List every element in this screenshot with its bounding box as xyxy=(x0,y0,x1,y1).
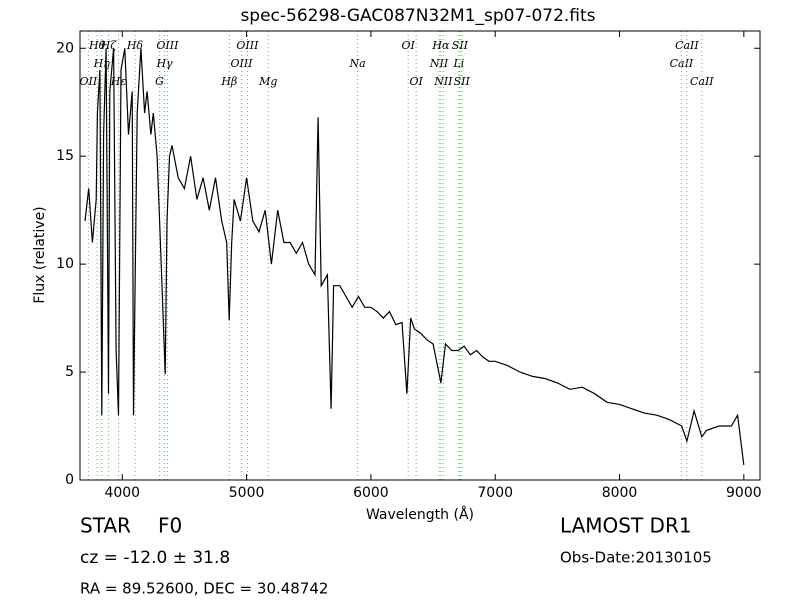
line-label: CaII xyxy=(670,57,694,70)
line-label: Hζ xyxy=(100,39,118,52)
line-label: Hδ xyxy=(126,39,144,52)
line-label: Hα xyxy=(431,39,450,52)
line-label: SII xyxy=(452,39,469,52)
class: STAR xyxy=(80,514,131,538)
chart-title: spec-56298-GAC087N32M1_sp07-072.fits xyxy=(240,6,595,26)
y-tick-label: 20 xyxy=(56,40,74,56)
x-tick-label: 6000 xyxy=(353,485,389,501)
line-label: CaII xyxy=(690,75,714,88)
y-tick-label: 0 xyxy=(65,472,74,488)
obs-date: Obs-Date:20130105 xyxy=(560,549,712,567)
line-label: OII xyxy=(79,75,97,88)
line-label: Hβ xyxy=(220,75,237,88)
line-label: Hη xyxy=(93,57,111,70)
line-label: NII xyxy=(429,57,449,70)
coordinates: RA = 89.52600, DEC = 30.48742 xyxy=(80,580,328,598)
line-label: Hγ xyxy=(155,57,173,70)
y-tick-label: 15 xyxy=(56,148,74,164)
x-tick-label: 5000 xyxy=(229,485,265,501)
plot-frame xyxy=(79,30,761,481)
redshift: cz = -12.0 ± 31.8 xyxy=(80,548,230,568)
y-axis-label: Flux (relative) xyxy=(32,206,48,303)
line-label: Li xyxy=(452,57,464,70)
line-label: NII xyxy=(433,75,453,88)
x-axis-label: Wavelength (Å) xyxy=(366,506,474,523)
x-tick-label: 9000 xyxy=(726,485,762,501)
line-label: OIII xyxy=(230,57,253,70)
line-label: OIII xyxy=(156,39,179,52)
y-tick-label: 10 xyxy=(56,256,74,272)
line-label: G xyxy=(155,75,164,88)
line-label: Mg xyxy=(258,75,277,88)
line-label: CaII xyxy=(675,39,699,52)
line-label: Hε xyxy=(110,75,127,88)
x-tick-label: 7000 xyxy=(477,485,513,501)
line-label: OI xyxy=(409,75,423,88)
line-label: OI xyxy=(402,39,416,52)
subclass: F0 xyxy=(158,514,182,538)
line-label: OIII xyxy=(236,39,259,52)
line-label: Na xyxy=(349,57,366,70)
line-label: Hθ xyxy=(88,39,106,52)
x-tick-label: 8000 xyxy=(602,485,638,501)
y-tick-label: 5 xyxy=(65,364,74,380)
survey: LAMOST DR1 xyxy=(560,514,692,538)
line-label: SII xyxy=(454,75,471,88)
x-tick-label: 4000 xyxy=(104,485,140,501)
spectrum xyxy=(84,48,745,465)
